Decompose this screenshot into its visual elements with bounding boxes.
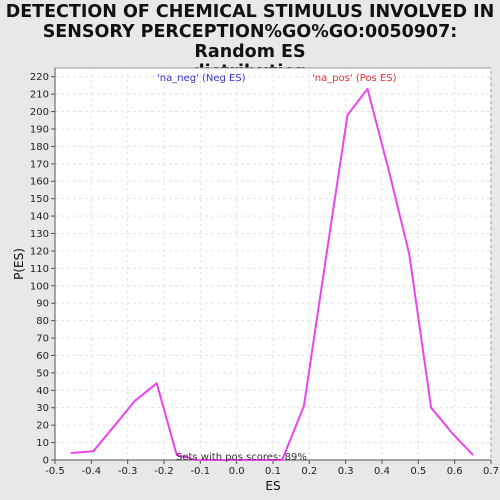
x-tick-label: -0.2 <box>154 466 174 477</box>
y-tick-label: 40 <box>36 386 49 397</box>
x-tick-label: 0.4 <box>374 466 390 477</box>
data-point <box>324 258 327 261</box>
legend-pos-es: 'na_pos' (Pos ES) <box>312 73 397 84</box>
x-tick-label: 0.6 <box>447 466 463 477</box>
data-point <box>114 424 116 426</box>
data-point <box>175 453 178 456</box>
x-tick-label: 0.7 <box>483 466 499 477</box>
y-tick-label: 200 <box>30 107 49 118</box>
x-tick-label: 0.2 <box>301 466 317 477</box>
series <box>70 87 474 461</box>
data-point <box>92 450 94 453</box>
y-tick-label: 180 <box>30 142 49 153</box>
data-point <box>155 382 158 385</box>
y-axis-ticks: 0 10 20 30 40 50 60 70 80 90 100 110 120 130 140 150 160… <box>30 72 55 467</box>
data-point <box>452 433 454 435</box>
x-tick-label: -0.4 <box>82 466 102 477</box>
x-tick-label: 0.5 <box>410 466 426 477</box>
pos-scores-annotation: Sets with pos scores: 89% <box>176 452 307 463</box>
series-line <box>71 87 474 461</box>
y-tick-label: 0 <box>43 456 49 467</box>
data-point <box>388 171 391 174</box>
data-point <box>217 459 220 461</box>
data-point <box>134 399 136 402</box>
y-tick-label: 100 <box>30 281 49 292</box>
data-point <box>408 253 411 256</box>
grid-lines <box>54 68 492 461</box>
x-tick-label: 0.3 <box>338 466 354 477</box>
y-tick-label: 10 <box>36 438 49 449</box>
y-tick-label: 120 <box>30 246 49 257</box>
data-point <box>257 459 260 461</box>
data-point <box>430 406 432 409</box>
x-axis-label: ES <box>265 479 280 493</box>
x-tick-label: 0.1 <box>265 466 281 477</box>
y-tick-label: 80 <box>36 316 49 327</box>
y-tick-label: 110 <box>30 264 49 275</box>
y-tick-label: 160 <box>30 177 49 188</box>
data-point <box>70 452 73 454</box>
chart-title-line-1: DETECTION OF CHEMICAL STIMULUS INVOLVED … <box>5 2 495 22</box>
data-point <box>281 459 283 461</box>
y-tick-label: 170 <box>30 159 49 170</box>
y-tick-label: 210 <box>30 90 49 101</box>
y-tick-label: 190 <box>30 124 49 135</box>
data-point <box>366 88 369 90</box>
chart-title-line-2: SENSORY PERCEPTION%GO%GO:0050907: Random… <box>42 22 458 62</box>
data-point <box>195 459 198 461</box>
x-tick-label: -0.3 <box>118 466 138 477</box>
data-point <box>472 453 474 456</box>
y-axis-label: P(ES) <box>12 248 26 280</box>
legend-neg-es: 'na_neg' (Neg ES) <box>157 73 246 84</box>
y-tick-label: 90 <box>36 299 49 310</box>
x-tick-label: -0.1 <box>191 466 211 477</box>
y-tick-label: 70 <box>36 334 49 345</box>
x-tick-label: -0.5 <box>45 466 65 477</box>
x-tick-label: 0.0 <box>229 466 245 477</box>
y-tick-label: 30 <box>36 403 49 414</box>
data-point <box>346 114 349 116</box>
plot-area <box>54 67 492 461</box>
y-tick-label: 60 <box>36 351 49 362</box>
y-tick-label: 150 <box>30 194 49 205</box>
y-tick-label: 50 <box>36 368 49 379</box>
y-tick-label: 130 <box>30 229 49 240</box>
y-tick-label: 20 <box>36 421 49 432</box>
y-tick-label: 140 <box>30 212 49 223</box>
data-point <box>303 405 305 407</box>
x-axis-ticks: -0.5 -0.4 -0.3 -0.2 -0.1 0.0 0.1 0.2 0.3 0.4 0.5 0.… <box>45 460 499 477</box>
y-tick-label: 220 <box>30 72 49 83</box>
data-point <box>235 459 238 461</box>
